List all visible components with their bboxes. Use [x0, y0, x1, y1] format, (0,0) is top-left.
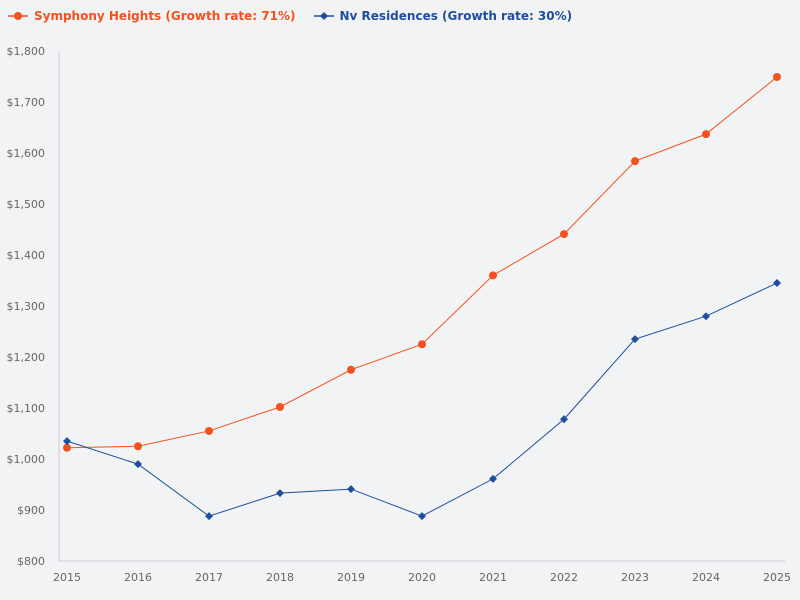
- x-tick-label: 2025: [763, 571, 791, 584]
- x-tick-label: 2015: [53, 571, 81, 584]
- legend-label: Symphony Heights (Growth rate: 71%): [34, 9, 296, 23]
- y-tick-label: $900: [17, 504, 45, 517]
- data-point: [134, 442, 142, 451]
- x-tick-label: 2021: [479, 571, 507, 584]
- y-tick-label: $1,500: [7, 198, 46, 211]
- y-tick-label: $1,600: [7, 147, 46, 160]
- data-point: [205, 426, 213, 435]
- x-tick-label: 2016: [124, 571, 152, 584]
- x-tick-label: 2017: [195, 571, 223, 584]
- data-point: [63, 443, 71, 452]
- data-point: [631, 157, 639, 166]
- y-tick-label: $1,300: [7, 300, 46, 313]
- data-point: [134, 460, 142, 469]
- x-tick-label: 2022: [550, 571, 578, 584]
- data-point: [489, 474, 497, 483]
- y-tick-label: $1,700: [7, 96, 46, 109]
- data-point: [418, 512, 426, 521]
- data-point: [63, 437, 71, 446]
- y-tick-label: $1,000: [7, 453, 46, 466]
- y-tick-label: $1,800: [7, 45, 46, 58]
- data-point: [560, 230, 568, 239]
- legend: Symphony Heights (Growth rate: 71%) Nv R…: [8, 9, 572, 23]
- diamond-marker-icon: [313, 12, 334, 20]
- x-tick-label: 2018: [266, 571, 294, 584]
- data-point: [702, 312, 710, 321]
- legend-item-symphony-heights[interactable]: Symphony Heights (Growth rate: 71%): [8, 9, 296, 23]
- data-point: [276, 402, 284, 411]
- y-tick-label: $1,400: [7, 249, 46, 262]
- data-point: [702, 130, 710, 139]
- y-tick-label: $1,100: [7, 402, 46, 415]
- x-tick-label: 2019: [337, 571, 365, 584]
- series-line-0: [66, 76, 778, 449]
- x-tick-label: 2020: [408, 571, 436, 584]
- circle-marker-icon: [8, 12, 28, 20]
- data-point: [773, 73, 781, 82]
- legend-label: Nv Residences (Growth rate: 30%): [339, 9, 573, 23]
- x-tick-label: 2023: [621, 571, 649, 584]
- data-point: [560, 415, 568, 424]
- data-point: [418, 340, 426, 349]
- data-point: [276, 489, 284, 498]
- data-point: [205, 512, 213, 521]
- data-point: [347, 365, 355, 374]
- y-tick-label: $1,200: [7, 351, 46, 364]
- x-tick-label: 2024: [692, 571, 720, 584]
- y-tick-label: $800: [17, 555, 45, 568]
- series-line-1: [66, 282, 778, 517]
- legend-item-nv-residences[interactable]: Nv Residences (Growth rate: 30%): [313, 9, 573, 23]
- data-point: [489, 271, 497, 280]
- data-point: [347, 485, 355, 494]
- data-point: [773, 279, 781, 288]
- data-point: [631, 335, 639, 344]
